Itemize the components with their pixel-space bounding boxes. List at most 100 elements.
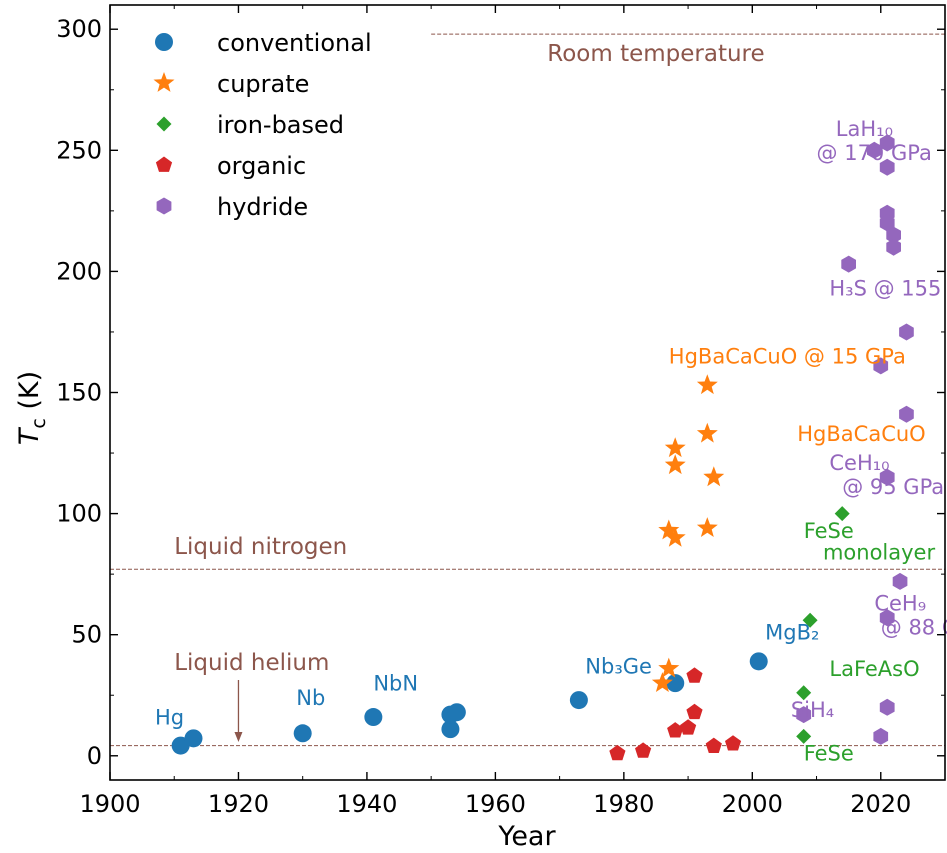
reference-label: Liquid helium: [174, 650, 329, 676]
conventional-point: [666, 674, 685, 693]
helium-arrowhead: [234, 732, 243, 742]
cuprate-point: [664, 437, 686, 458]
annotation-label: H₃S @ 155 GPa: [829, 277, 947, 301]
hydride-point: [886, 226, 901, 244]
series-conventional: [171, 652, 768, 755]
hydride-point: [879, 609, 895, 627]
annotation-label: @ 88 GPa: [881, 616, 947, 640]
data-series: [171, 134, 914, 761]
x-tick-label: 1980: [593, 790, 654, 818]
series-cuprate: [651, 374, 725, 692]
reference-label: Liquid nitrogen: [174, 534, 347, 560]
legend-label: conventional: [217, 29, 372, 57]
annotation-label: Nb₃Ge: [585, 654, 652, 678]
annotation-label: LaFeAsO: [829, 657, 919, 681]
conventional-point: [569, 691, 588, 710]
annotation-label: FeSe: [804, 742, 854, 766]
organic-point: [680, 719, 697, 735]
y-axis-label-unit: (K): [14, 371, 45, 410]
x-tick-label: 2020: [850, 790, 911, 818]
conventional-point: [447, 703, 466, 722]
cuprate-point: [703, 466, 725, 487]
x-tick-label: 2000: [722, 790, 783, 818]
hydride-point: [879, 158, 895, 176]
iron-based-point: [802, 612, 818, 628]
hydride-point: [873, 727, 889, 745]
legend-marker: [153, 72, 175, 92]
conventional-point: [364, 708, 383, 727]
cuprate-point: [696, 374, 718, 395]
hydride-point: [892, 572, 908, 590]
iron-based-point: [796, 728, 812, 744]
legend-label: hydride: [217, 193, 308, 221]
cuprate-point: [658, 657, 680, 678]
annotation-label: FeSe: [804, 519, 854, 543]
legend-label: cuprate: [217, 70, 309, 98]
annotation-label: @ 170 GPa: [817, 141, 932, 165]
x-tick-label: 1960: [465, 790, 526, 818]
x-tick-label: 1920: [208, 790, 269, 818]
series-iron-based: [796, 506, 850, 744]
annotation-label: NbN: [373, 671, 418, 695]
legend-marker: [156, 197, 172, 215]
organic-point: [686, 667, 703, 683]
y-axis-label-symbol: T: [14, 426, 45, 445]
annotation-label: HgBaCaCuO: [797, 422, 925, 446]
iron-based-point: [834, 506, 850, 522]
iron-based-point: [796, 685, 812, 701]
legend: conventional cuprate iron-based organic hydr…: [153, 29, 372, 221]
series-organic: [609, 667, 742, 761]
organic-point: [635, 742, 652, 758]
hydride-point: [886, 238, 901, 256]
annotations: Hg Nb NbN Nb₃Ge MgB₂ HgBaCaCuO @ 15 GPa HgBaCa…: [155, 117, 947, 766]
y-tick-label: 250: [56, 136, 102, 164]
conventional-point: [184, 729, 203, 748]
hydride-point: [879, 468, 895, 486]
y-tick-label: 0: [87, 742, 102, 770]
axis-ticks: 1900 1920 1940 1960 1980 2000 2020 0 50 100 150 200…: [56, 5, 945, 818]
reference-label: Room temperature: [547, 41, 764, 67]
annotation-label: CeH₁₀: [829, 451, 889, 475]
conventional-point: [749, 652, 768, 671]
hydride-point: [873, 357, 889, 375]
annotation-label: monolayer: [823, 541, 936, 565]
hydride-point: [879, 134, 895, 152]
cuprate-point: [696, 517, 718, 537]
annotation-label: SiH₄: [791, 698, 834, 722]
conventional-point: [293, 724, 312, 743]
hydride-point: [841, 255, 856, 273]
annotation-label: MgB₂: [765, 621, 819, 645]
hydride-point: [879, 698, 895, 716]
cuprate-point: [651, 672, 673, 692]
legend-marker: [156, 116, 172, 132]
annotation-label: @ 95 GPa: [842, 475, 944, 499]
x-axis-label: Year: [497, 821, 556, 852]
hydride-point: [867, 141, 882, 159]
legend-label: organic: [217, 152, 306, 180]
hydride-point: [879, 214, 895, 232]
reference-lines: Room temperature Liquid nitrogen Liquid he…: [110, 33, 945, 747]
legend-marker: [155, 33, 173, 51]
annotation-label: Hg: [155, 705, 184, 729]
y-tick-label: 100: [56, 500, 102, 528]
hydride-point: [899, 405, 914, 423]
annotation-label: LaH₁₀: [836, 117, 893, 141]
y-tick-label: 50: [71, 621, 102, 649]
organic-point: [686, 703, 703, 720]
annotation-label: HgBaCaCuO @ 15 GPa: [669, 344, 906, 368]
cuprate-point: [658, 519, 680, 540]
y-tick-label: 200: [56, 257, 102, 285]
legend-label: iron-based: [217, 111, 344, 139]
y-tick-label: 300: [56, 15, 102, 43]
y-axis-label: Tc (K): [14, 371, 50, 445]
cuprate-point: [696, 422, 718, 443]
legend-marker: [155, 156, 173, 172]
organic-point: [705, 737, 722, 753]
x-tick-label: 1940: [336, 790, 397, 818]
series-hydride: [796, 134, 914, 745]
y-axis-label-subscript: c: [28, 418, 50, 428]
annotation-label: Nb: [296, 686, 325, 710]
hydride-point: [899, 323, 914, 341]
conventional-point: [441, 720, 460, 739]
